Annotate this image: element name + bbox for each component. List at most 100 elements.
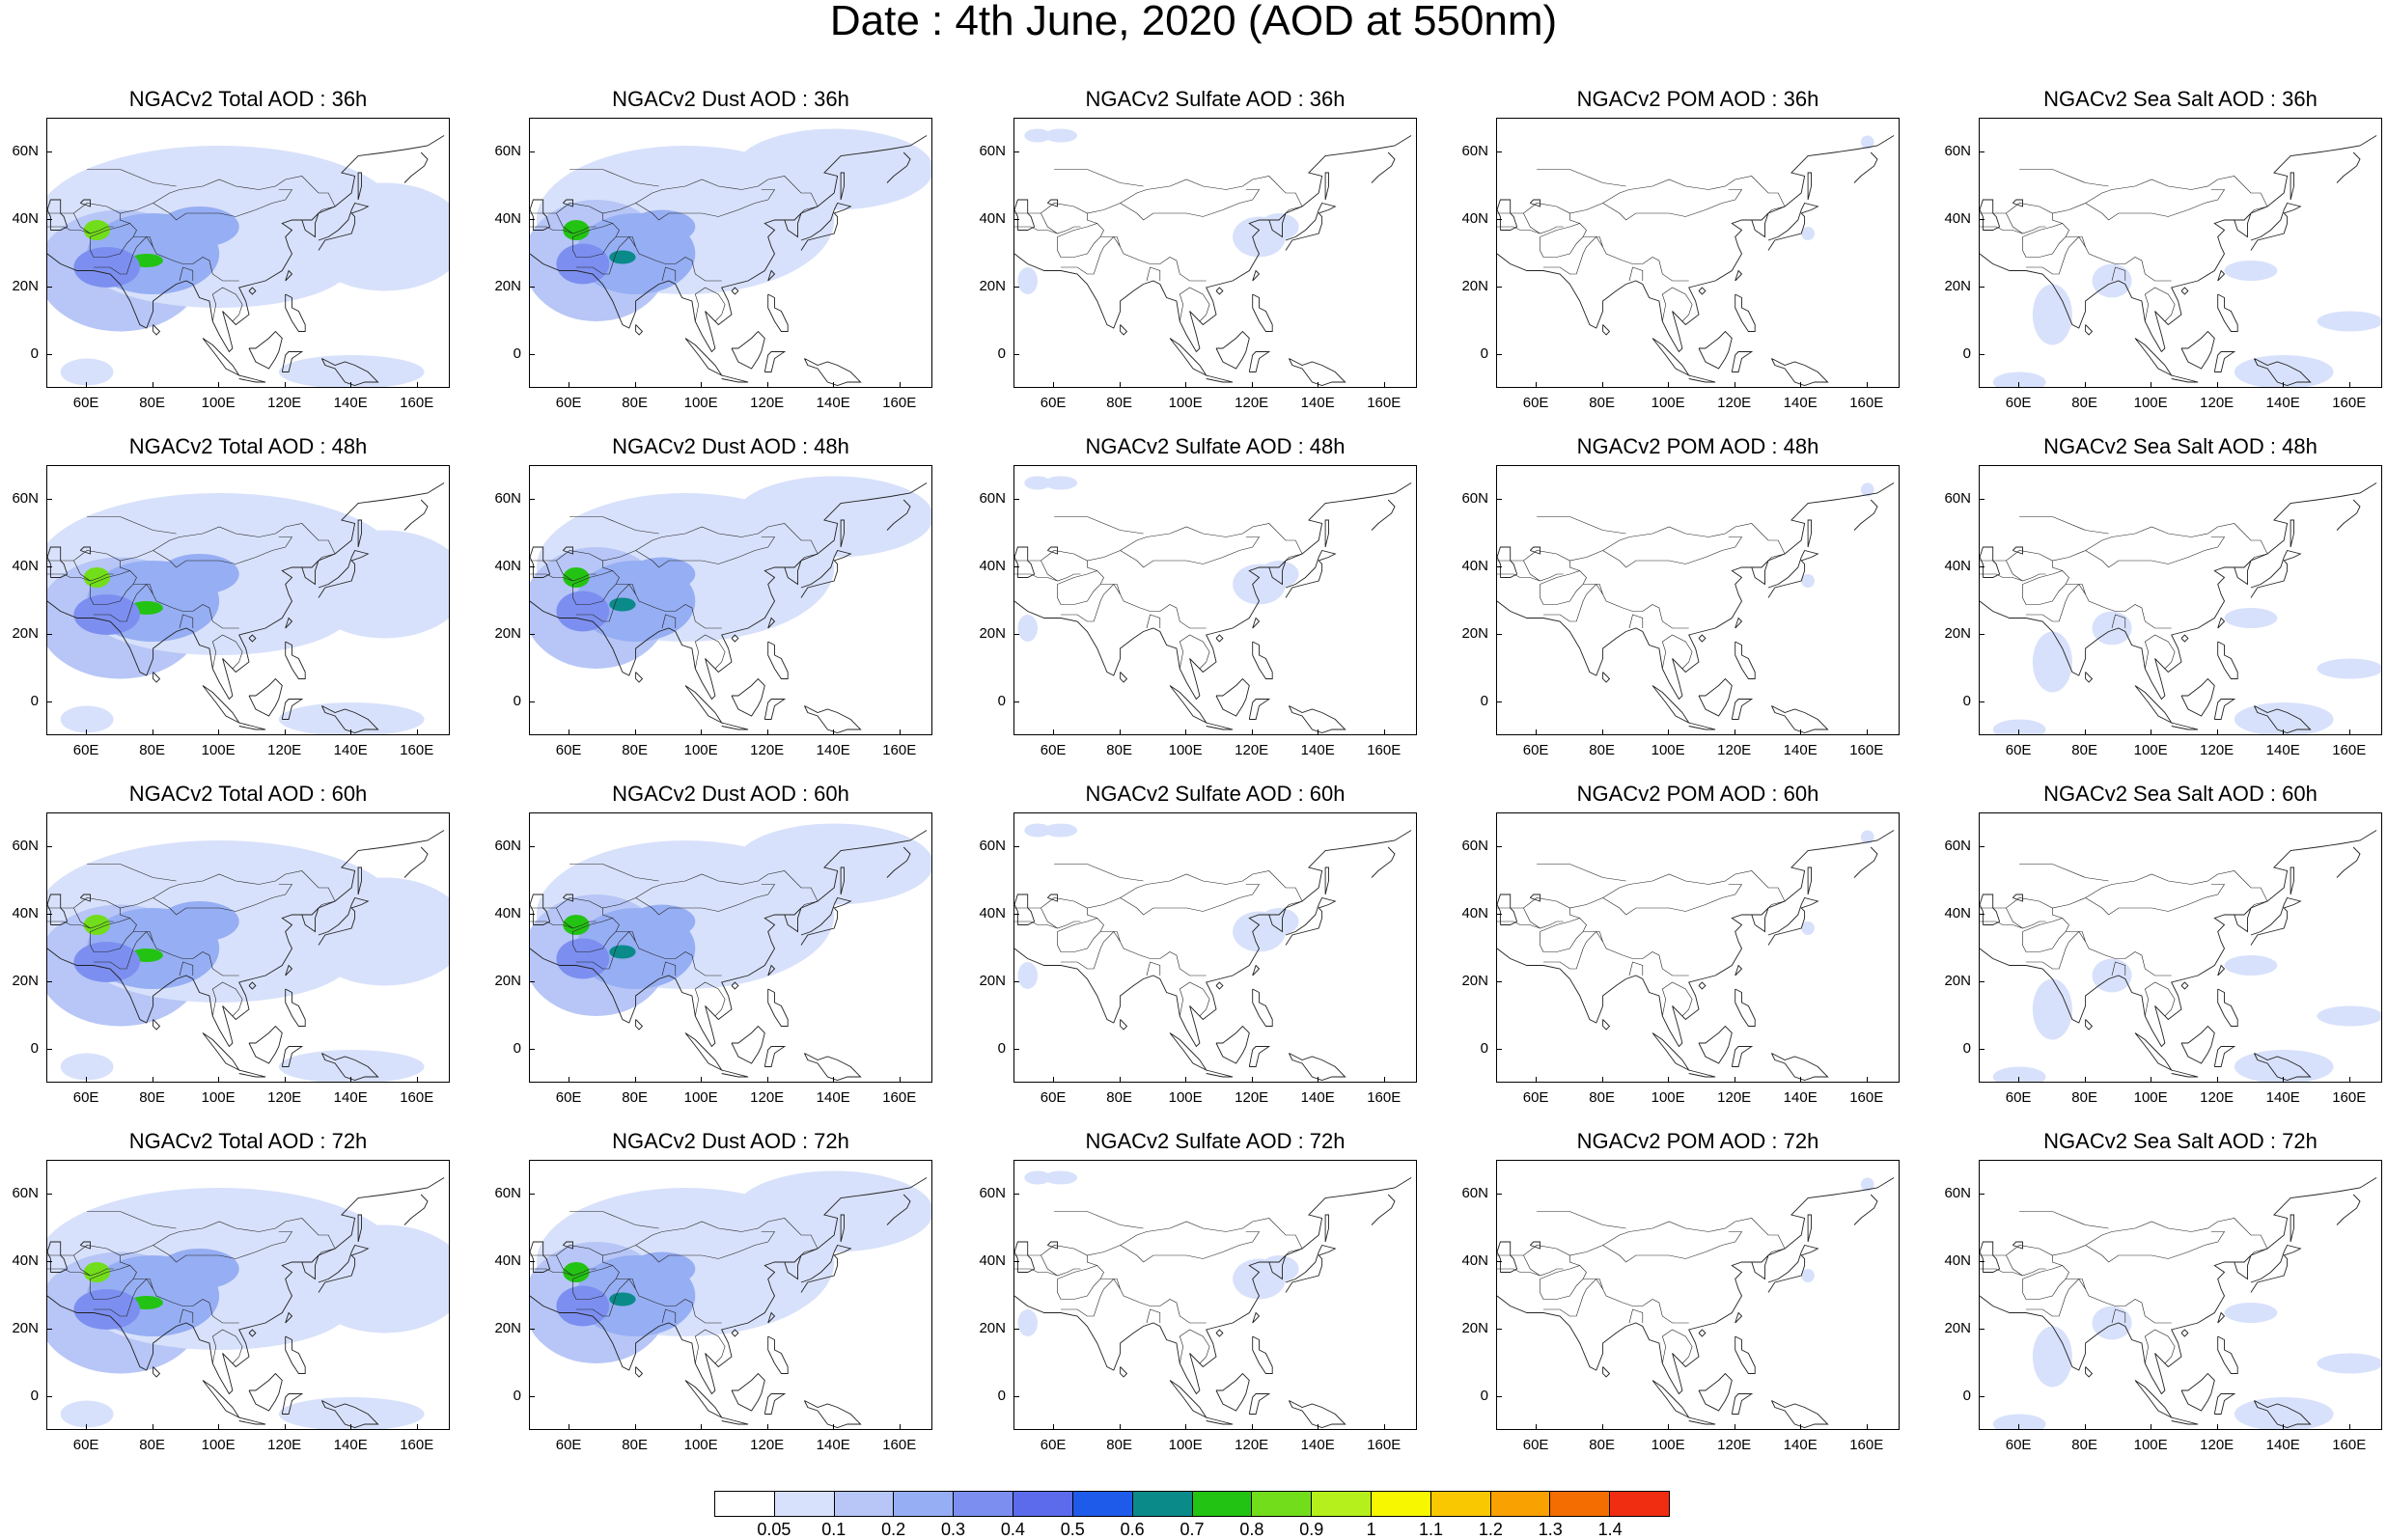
lon-tick-mark [1251,729,1253,735]
country-border [616,584,636,595]
coastline [79,1241,91,1250]
lat-tick-label: 0 [30,1388,39,1404]
country-border [2026,1279,2172,1324]
lat-tick-mark [1979,981,1985,982]
coastline [1698,287,1707,295]
lon-tick-label: 100E [201,1437,236,1453]
aod-region [1017,267,1038,294]
panel-title: NGACv2 Sea Salt AOD : 72h [2043,1129,2318,1153]
country-border [1497,176,1786,214]
lon-tick-mark [2216,1077,2218,1083]
lat-tick-mark [1979,634,1985,635]
coastline [767,988,789,1027]
lon-tick-mark [2084,382,2086,388]
coastline [285,1311,293,1324]
lon-tick-mark [2084,1077,2086,1083]
coastline [731,1329,739,1337]
aod-region [60,358,114,386]
panel-title: NGACv2 Sea Salt AOD : 60h [2043,782,2318,806]
lat-tick-mark [529,1194,535,1195]
lat-tick-label: 60N [12,143,39,159]
country-border [1146,961,1161,976]
lat-tick-label: 60N [1944,490,1971,507]
coastline [1497,135,1895,353]
lat-tick-label: 60N [494,490,521,507]
country-border [1602,884,1743,916]
aod-region [301,877,449,986]
lon-tick-label: 60E [1040,1089,1067,1106]
aod-region [1860,830,1874,844]
lat-tick-label: 0 [1962,693,1971,709]
aod-region [2032,284,2072,345]
coastline [1751,212,1769,221]
coastline [1767,1244,1819,1293]
coastline [318,896,370,946]
lat-tick-mark [529,914,535,915]
lat-tick-label: 20N [1944,1320,1971,1336]
lat-tick-label: 20N [979,278,1006,294]
colorbar-label: 0.4 [1000,1520,1025,1539]
country-border [694,981,726,1017]
coastline [47,830,445,1048]
lon-tick-mark [833,1077,835,1083]
lon-tick-mark [1536,729,1538,735]
coastline [1770,1053,1829,1081]
country-border [576,1279,722,1324]
lon-tick-label: 120E [267,1437,302,1453]
coastline [2171,1416,2199,1425]
coastline [1014,1177,1412,1395]
lat-tick-mark [529,499,535,500]
lat-tick-mark [46,914,52,915]
aod-region [1259,561,1299,588]
aod-region [2317,1005,2381,1027]
country-border [530,523,819,562]
coastline [767,1311,776,1324]
coastline [763,699,787,720]
country-border [1602,189,1743,221]
lon-tick-label: 120E [267,742,302,758]
lon-tick-label: 60E [1040,742,1067,758]
coastline [1807,866,1812,895]
lat-tick-mark [1979,1261,1985,1262]
country-border [1120,189,1261,221]
coastline [202,1380,240,1419]
lat-tick-label: 20N [1944,973,1971,989]
country-border [1583,584,1603,595]
lon-tick-label: 120E [1717,395,1752,411]
lon-tick-mark [1383,382,1385,388]
coastline [285,988,306,1027]
lon-tick-mark [1119,382,1121,388]
coastline [562,546,573,555]
lon-tick-label: 140E [1300,395,1335,411]
panel-title: NGACv2 Sulfate AOD : 72h [1085,1129,1346,1153]
lat-tick-mark [1496,846,1502,847]
coastline [763,351,787,372]
country-border [1543,931,1689,976]
coastline [1046,1241,1058,1250]
lon-tick-label: 60E [1040,395,1067,411]
lat-tick-mark [1013,499,1019,500]
lon-tick-label: 60E [1522,1437,1549,1453]
coastline [238,1416,266,1425]
lat-tick-label: 20N [12,278,39,294]
panel-title: NGACv2 Sulfate AOD : 60h [1085,782,1346,806]
coastline [1651,685,1690,725]
coastline [1014,894,1036,925]
coastline [2217,293,2238,332]
lat-tick-label: 60N [12,838,39,854]
colorbar-label: 1.2 [1478,1520,1503,1539]
lat-tick-label: 60N [494,838,521,854]
coastline [886,499,911,531]
country-border [1628,266,1644,282]
coastline [1285,1244,1337,1293]
aod-region [735,1170,931,1252]
lon-tick-label: 100E [1168,742,1203,758]
coastline [1206,722,1234,730]
country-border [2066,1279,2086,1290]
panel-title: NGACv2 POM AOD : 48h [1576,434,1819,458]
panel-title: NGACv2 Sea Salt AOD : 36h [2043,87,2318,111]
coastline [357,172,362,201]
lat-tick-mark [46,1261,52,1262]
panel-title: NGACv2 Total AOD : 36h [128,87,368,111]
coastline [530,482,928,701]
